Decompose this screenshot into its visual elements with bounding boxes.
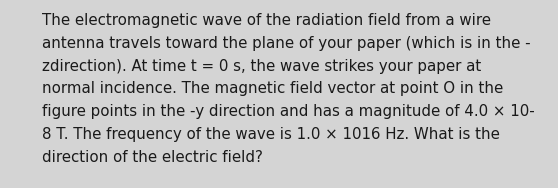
Text: figure points in the -y direction and has a magnitude of 4.0 × 10-: figure points in the -y direction and ha… <box>42 104 535 119</box>
Text: direction of the electric field?: direction of the electric field? <box>42 150 263 165</box>
Text: The electromagnetic wave of the radiation field from a wire: The electromagnetic wave of the radiatio… <box>42 13 491 28</box>
Text: zdirection). At time t = 0 s, the wave strikes your paper at: zdirection). At time t = 0 s, the wave s… <box>42 59 481 74</box>
Text: 8 T. The frequency of the wave is 1.0 × 1016 Hz. What is the: 8 T. The frequency of the wave is 1.0 × … <box>42 127 500 142</box>
Text: normal incidence. The magnetic field vector at point O in the: normal incidence. The magnetic field vec… <box>42 81 503 96</box>
Text: antenna travels toward the plane of your paper (which is in the -: antenna travels toward the plane of your… <box>42 36 531 51</box>
